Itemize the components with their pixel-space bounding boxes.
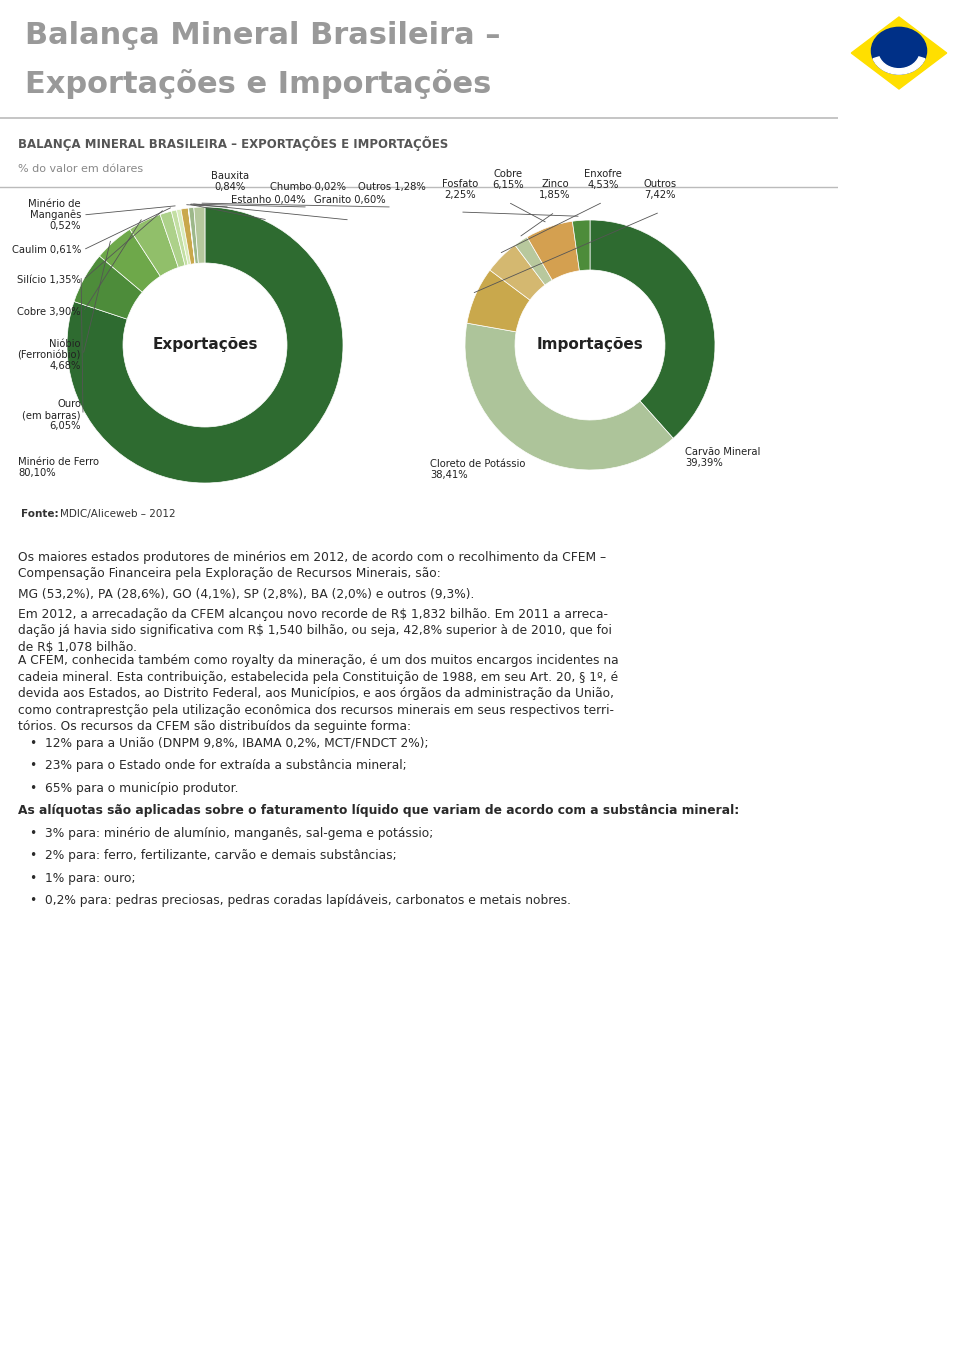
Text: Cobre
6,15%: Cobre 6,15% xyxy=(492,169,524,189)
Wedge shape xyxy=(74,256,142,319)
Text: 9: 9 xyxy=(792,1315,809,1339)
Text: Importações: Importações xyxy=(537,337,643,353)
Text: Exportações: Exportações xyxy=(153,337,257,353)
Text: •  65% para o município produtor.: • 65% para o município produtor. xyxy=(30,782,238,794)
Text: Nióbio
(Ferronióbio)
4,68%: Nióbio (Ferronióbio) 4,68% xyxy=(17,338,81,371)
Text: Minério de
Manganês
0,52%: Minério de Manganês 0,52% xyxy=(29,199,81,231)
Text: Ouro
(em barras)
6,05%: Ouro (em barras) 6,05% xyxy=(22,399,81,432)
Text: Estanho 0,04%: Estanho 0,04% xyxy=(230,195,305,206)
Circle shape xyxy=(872,27,926,74)
Text: Brasil: Brasil xyxy=(885,902,913,992)
Text: Os maiores estados produtores de minérios em 2012, de acordo com o recolhimento : Os maiores estados produtores de minério… xyxy=(18,551,606,580)
Text: Fonte:: Fonte: xyxy=(21,509,59,520)
Wedge shape xyxy=(171,210,188,265)
Text: Enxofre
4,53%: Enxofre 4,53% xyxy=(584,169,622,189)
Text: % do valor em dólares: % do valor em dólares xyxy=(18,164,143,175)
Wedge shape xyxy=(67,207,343,483)
Text: Chumbo 0,02%: Chumbo 0,02% xyxy=(270,183,346,192)
Text: BALANÇA MINERAL BRASILEIRA – EXPORTAÇÕES E IMPORTAÇÕES: BALANÇA MINERAL BRASILEIRA – EXPORTAÇÕES… xyxy=(18,137,448,152)
Wedge shape xyxy=(100,229,160,292)
Wedge shape xyxy=(572,221,590,271)
Text: Outros
7,42%: Outros 7,42% xyxy=(643,179,677,200)
Text: Zinco
1,85%: Zinco 1,85% xyxy=(540,179,571,200)
Text: •  12% para a União (DNPM 9,8%, IBAMA 0,2%, MCT/FNDCT 2%);: • 12% para a União (DNPM 9,8%, IBAMA 0,2… xyxy=(30,737,428,750)
Text: Bauxita
0,84%: Bauxita 0,84% xyxy=(211,172,249,192)
Text: Exportações e Importações: Exportações e Importações xyxy=(25,69,492,99)
Wedge shape xyxy=(515,237,552,285)
Wedge shape xyxy=(194,207,204,264)
Wedge shape xyxy=(188,208,195,264)
Text: •  2% para: ferro, fertilizante, carvão e demais substâncias;: • 2% para: ferro, fertilizante, carvão e… xyxy=(30,850,396,862)
Wedge shape xyxy=(527,222,580,280)
Text: Cloreto de Potássio
38,41%: Cloreto de Potássio 38,41% xyxy=(430,459,525,480)
Text: Carvão Mineral
39,39%: Carvão Mineral 39,39% xyxy=(685,446,760,468)
Text: MG (53,2%), PA (28,6%), GO (4,1%), SP (2,8%), BA (2,0%) e outros (9,3%).: MG (53,2%), PA (28,6%), GO (4,1%), SP (2… xyxy=(18,589,474,601)
Text: As alíquotas são aplicadas sobre o faturamento líquido que variam de acordo com : As alíquotas são aplicadas sobre o fatur… xyxy=(18,804,739,817)
Wedge shape xyxy=(490,245,545,300)
Wedge shape xyxy=(465,323,673,469)
Text: •  0,2% para: pedras preciosas, pedras coradas lapídáveis, carbonatos e metais n: • 0,2% para: pedras preciosas, pedras co… xyxy=(30,894,571,908)
Text: MDIC/Aliceweb – 2012: MDIC/Aliceweb – 2012 xyxy=(60,509,176,520)
Wedge shape xyxy=(467,271,530,331)
Text: Silício 1,35%: Silício 1,35% xyxy=(17,275,81,285)
Text: Outros 1,28%: Outros 1,28% xyxy=(358,183,426,192)
Text: Cobre 3,90%: Cobre 3,90% xyxy=(17,307,81,317)
Wedge shape xyxy=(177,210,191,265)
Wedge shape xyxy=(180,208,195,264)
Text: Caulim 0,61%: Caulim 0,61% xyxy=(12,245,81,254)
Text: •  23% para o Estado onde for extraída a substância mineral;: • 23% para o Estado onde for extraída a … xyxy=(30,759,407,773)
Wedge shape xyxy=(873,57,924,74)
Wedge shape xyxy=(189,207,199,264)
Text: Granito 0,60%: Granito 0,60% xyxy=(314,195,386,206)
Text: INFORMAÇÕES E ANÁLISES DA ECONOMIA MINERAL BRASILEIRA  •  7ª EDIÇÃO: INFORMAÇÕES E ANÁLISES DA ECONOMIA MINER… xyxy=(894,460,904,758)
Polygon shape xyxy=(852,18,947,89)
Text: Fosfato
2,25%: Fosfato 2,25% xyxy=(442,179,478,200)
Wedge shape xyxy=(188,208,195,264)
Text: Minério de Ferro
80,10%: Minério de Ferro 80,10% xyxy=(18,457,99,478)
Text: Em 2012, a arrecadação da CFEM alcançou novo recorde de R$ 1,832 bilhão. Em 2011: Em 2012, a arrecadação da CFEM alcançou … xyxy=(18,607,612,653)
Wedge shape xyxy=(160,211,185,268)
Wedge shape xyxy=(130,215,179,276)
Text: •  3% para: minério de alumínio, manganês, sal-gema e potássio;: • 3% para: minério de alumínio, manganês… xyxy=(30,827,433,840)
Text: A CFEM, conhecida também como royalty da mineração, é um dos muitos encargos inc: A CFEM, conhecida também como royalty da… xyxy=(18,655,618,733)
Text: Balança Mineral Brasileira –: Balança Mineral Brasileira – xyxy=(25,20,501,50)
Text: •  1% para: ouro;: • 1% para: ouro; xyxy=(30,871,135,885)
Wedge shape xyxy=(590,221,715,438)
